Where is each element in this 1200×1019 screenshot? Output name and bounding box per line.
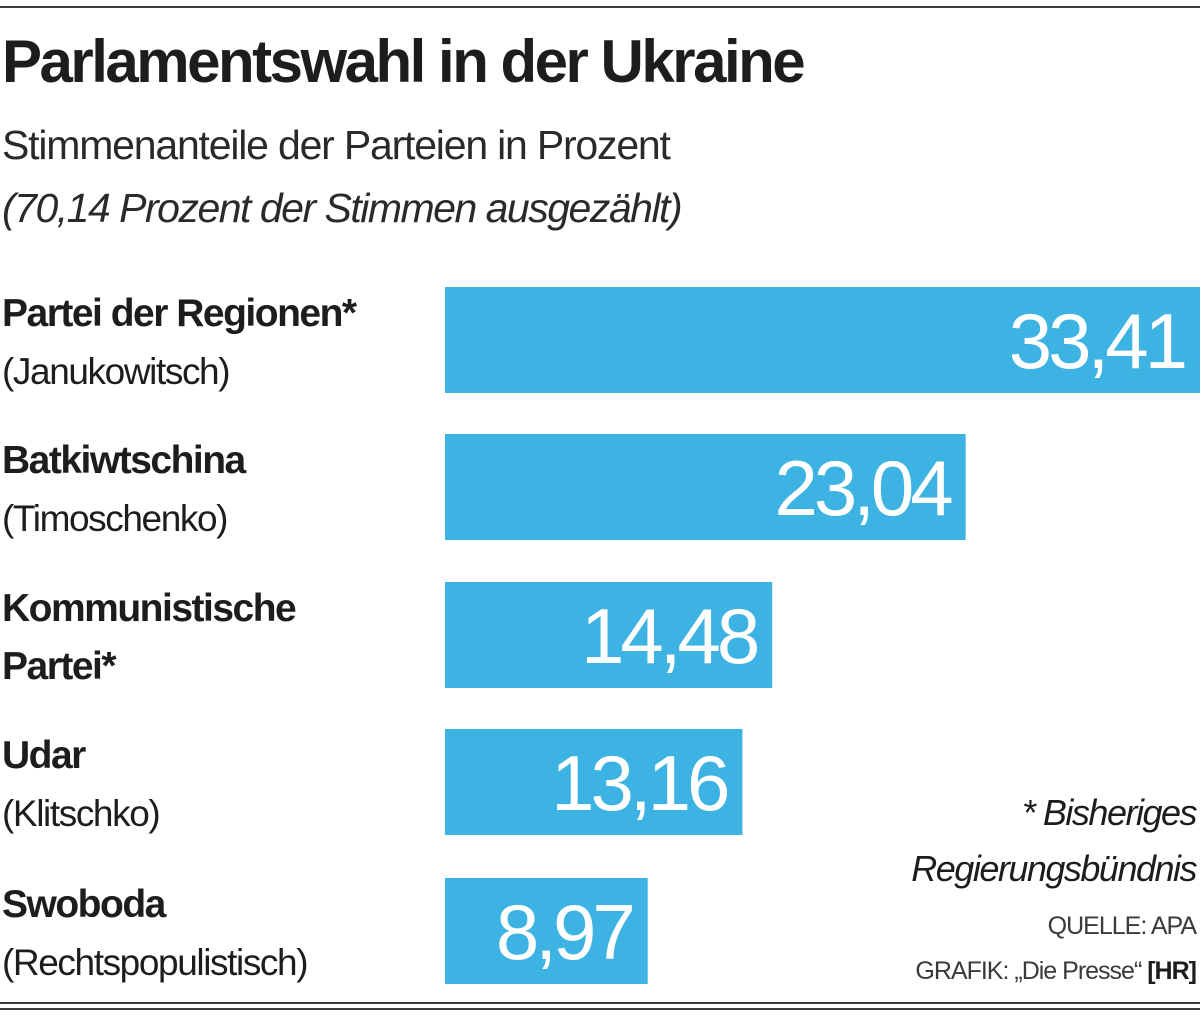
bar-value-label-4: 8,97 [496, 888, 632, 976]
bottom-rule-2 [0, 1008, 1200, 1010]
footnote: * Bisheriges Regierungsbündnis [816, 785, 1198, 897]
chart-title: Parlamentswahl in der Ukraine [2, 28, 806, 95]
bar-2 [445, 582, 773, 688]
credit-initials: [HR] [1147, 957, 1197, 985]
category-name-2: Kommunistische [2, 587, 296, 630]
category-name-3: Udar [2, 734, 86, 777]
bar-value-label-3: 13,16 [551, 739, 727, 827]
credit-label: GRAFIK: „Die Presse“ [HR] [915, 957, 1197, 986]
category-sub-4: (Rechtspopulistisch) [2, 942, 307, 983]
chart-subtitle: Stimmenanteile der Parteien in Prozent [2, 122, 671, 168]
category-sub-2: Partei* [2, 645, 117, 688]
category-name-1: Batkiwtschina [2, 439, 247, 482]
footnote-line-1: * Bisheriges [1021, 792, 1198, 833]
category-sub-1: (Timoschenko) [2, 498, 227, 539]
bar-value-label-2: 14,48 [581, 592, 757, 680]
source-label: QUELLE: APA [1047, 912, 1197, 940]
count-note: (70,14 Prozent der Stimmen ausgezählt) [2, 185, 683, 231]
bar-0 [445, 287, 1200, 393]
footnote-line-2: Regierungsbündnis [911, 848, 1197, 889]
bar-1 [445, 434, 966, 540]
bar-value-label-1: 23,04 [774, 444, 952, 532]
bar-3 [445, 729, 743, 835]
category-sub-3: (Klitschko) [2, 793, 159, 834]
bottom-rule [0, 1002, 1200, 1004]
category-sub-0: (Janukowitsch) [2, 351, 229, 392]
category-name-0: Partei der Regionen* [2, 292, 358, 335]
bar-4 [445, 878, 648, 984]
category-name-4: Swoboda [2, 883, 167, 926]
credit-text: GRAFIK: „Die Presse“ [915, 957, 1142, 985]
top-rule [0, 6, 1200, 8]
bar-value-label-0: 33,41 [1009, 297, 1185, 385]
